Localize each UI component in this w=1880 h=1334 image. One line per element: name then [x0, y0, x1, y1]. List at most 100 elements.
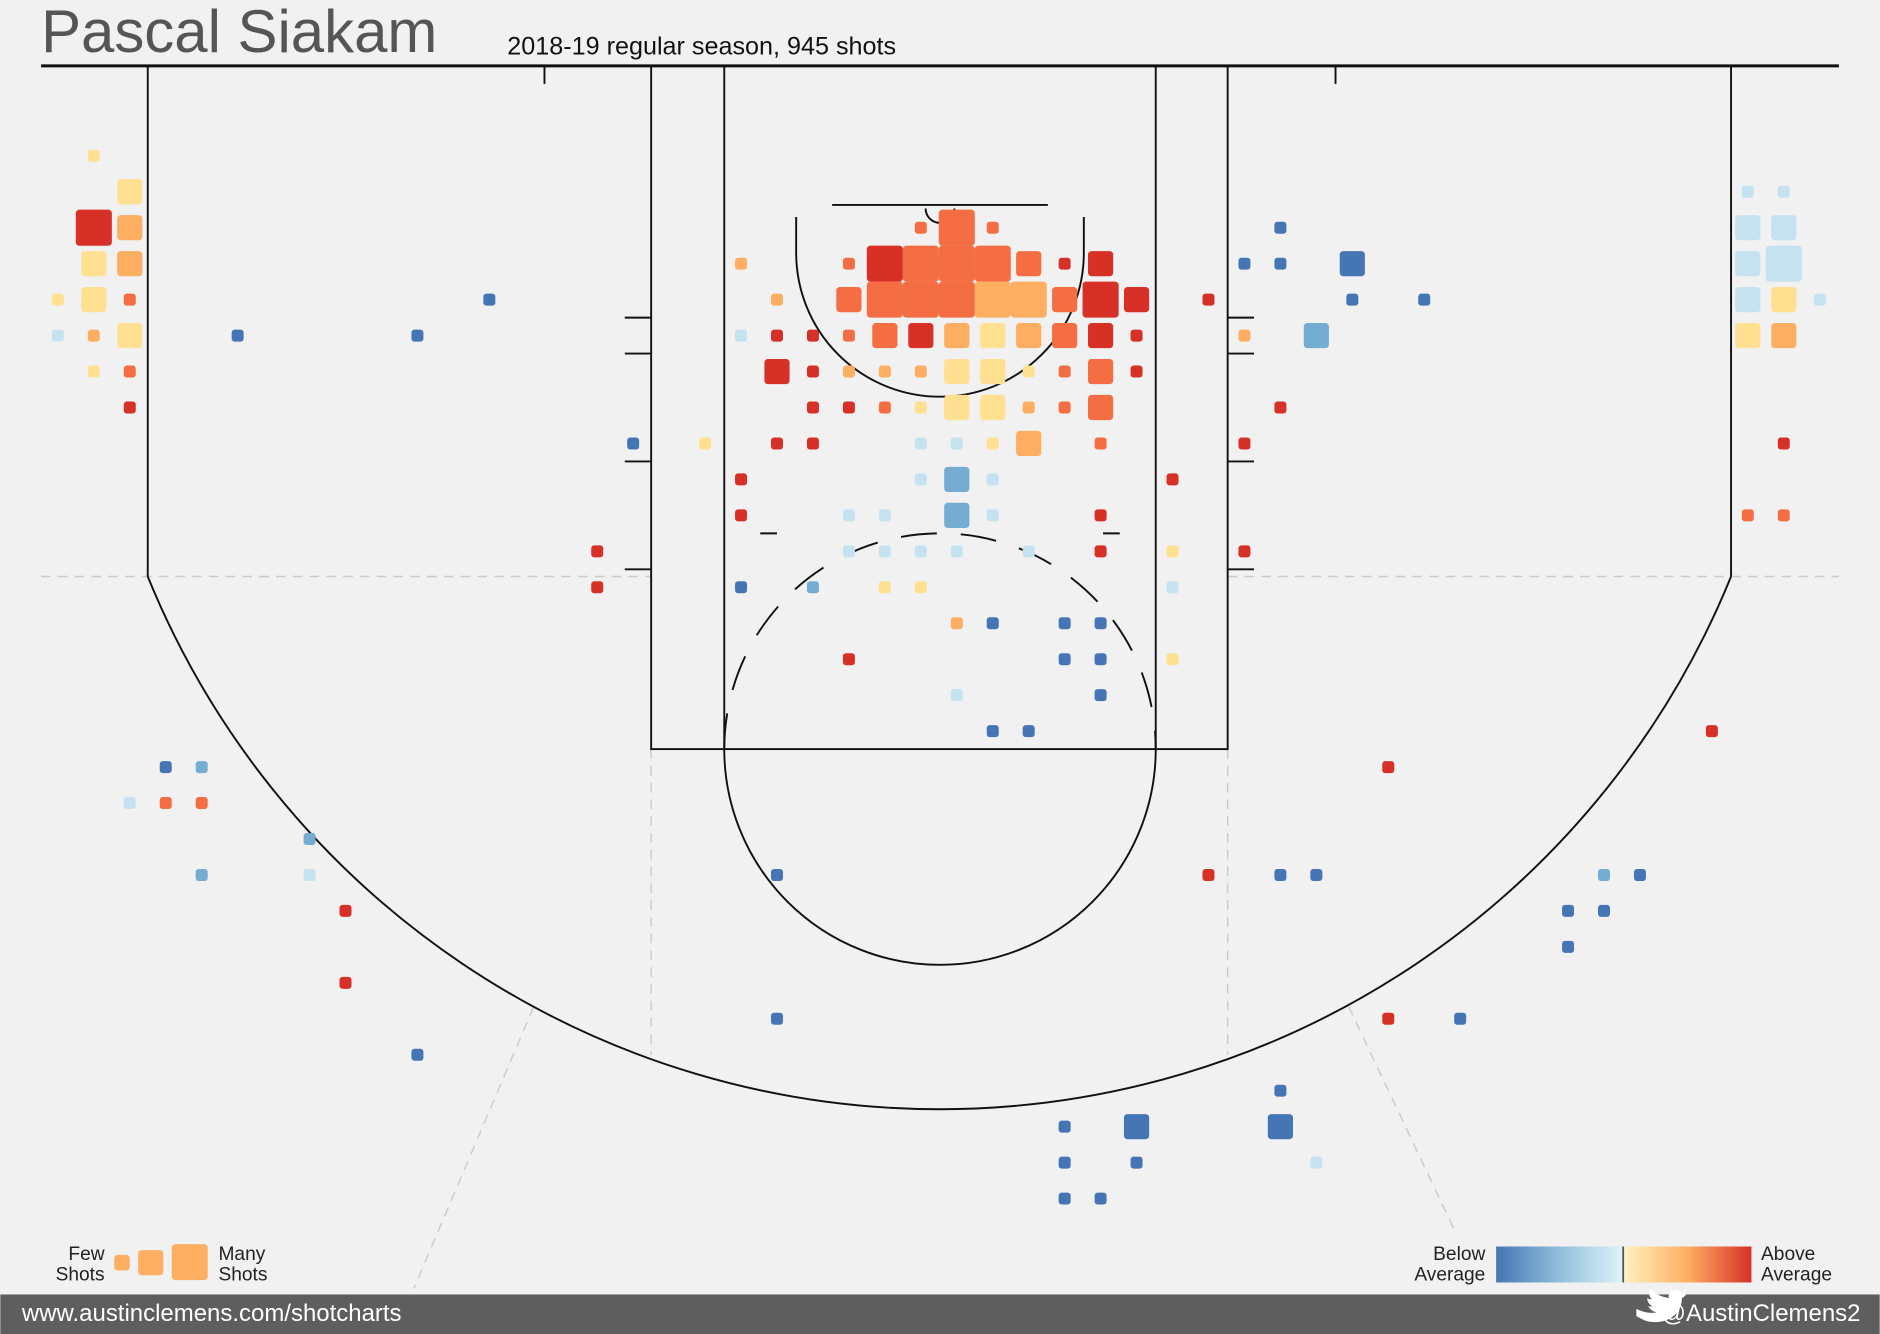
shot-square	[117, 251, 143, 277]
shot-square	[1562, 940, 1575, 953]
shot-square	[1058, 1192, 1071, 1205]
shot-square	[878, 509, 891, 522]
shot-square	[87, 365, 100, 378]
shot-square	[878, 365, 891, 378]
shot-square	[1166, 473, 1179, 486]
shot-square	[938, 209, 975, 246]
shot-square	[1016, 430, 1042, 457]
shot-square	[735, 257, 748, 270]
shot-square	[986, 221, 999, 234]
shot-square	[231, 329, 244, 342]
shot-square	[914, 401, 927, 414]
shot-square	[339, 976, 352, 989]
shot-square	[1094, 1192, 1107, 1205]
shot-square	[1022, 365, 1035, 378]
shot-square	[806, 365, 819, 378]
footer: www.austinclemens.com/shotcharts @Austin…	[0, 1288, 1880, 1334]
shot-square	[1274, 868, 1287, 881]
shot-square	[986, 725, 999, 738]
shot-square	[842, 401, 855, 414]
size-legend: Few Shots Many Shots	[56, 1244, 268, 1285]
footer-bar	[0, 1294, 1880, 1334]
shot-square	[866, 281, 903, 318]
shot-square	[87, 149, 100, 162]
shot-square	[1130, 1156, 1143, 1169]
shot-square	[303, 833, 316, 845]
legend-gradient	[1496, 1246, 1624, 1283]
shot-square	[1771, 323, 1797, 349]
shot-square	[1771, 215, 1797, 241]
legend-label: Above	[1761, 1244, 1815, 1265]
shot-square	[1705, 725, 1718, 738]
shot-square	[1741, 509, 1754, 522]
shot-square	[123, 365, 136, 378]
shot-square	[878, 581, 891, 594]
legend-label: Below	[1433, 1244, 1485, 1265]
shot-square	[1562, 904, 1575, 917]
shot-square	[1777, 437, 1790, 450]
shot-square	[1058, 653, 1071, 666]
shot-square	[123, 797, 136, 810]
shot-square	[986, 617, 999, 630]
shot-square	[1058, 617, 1071, 630]
shot-square	[699, 437, 712, 450]
shot-square	[117, 179, 143, 205]
shot-square	[1382, 761, 1395, 774]
shot-square	[836, 287, 862, 313]
shot-square	[1339, 251, 1365, 277]
shot-square	[1052, 323, 1078, 349]
shot-square	[159, 797, 172, 810]
shot-square	[195, 868, 208, 881]
shot-square	[764, 358, 790, 385]
shot-square	[1418, 293, 1431, 306]
shot-square	[1016, 251, 1042, 277]
shot-square	[842, 329, 855, 342]
shot-square	[627, 437, 640, 450]
shot-square	[950, 545, 963, 558]
shot-square	[1052, 287, 1078, 313]
shot-square	[1094, 689, 1107, 702]
shot-square	[1274, 257, 1287, 270]
shot-square	[1633, 868, 1646, 881]
shot-square	[842, 653, 855, 666]
shot-square	[81, 287, 107, 313]
shot-square	[735, 473, 748, 486]
shot-square	[902, 281, 939, 318]
legend-label: Shots	[56, 1264, 105, 1285]
shot-square	[842, 257, 855, 270]
shot-square	[1058, 401, 1071, 414]
shot-square	[591, 545, 604, 558]
shot-square	[591, 581, 604, 594]
shot-square	[75, 209, 112, 246]
shot-square	[1130, 329, 1143, 342]
shot-square	[980, 394, 1006, 421]
shot-square	[914, 473, 927, 486]
shot-square	[159, 761, 172, 774]
shot-square	[1267, 1114, 1293, 1140]
shot-square	[81, 251, 107, 277]
shot-square	[1735, 215, 1761, 241]
shot-square	[117, 215, 143, 241]
shot-square	[866, 245, 903, 282]
shot-square	[1010, 281, 1047, 318]
shot-square	[842, 545, 855, 558]
shot-square	[1094, 509, 1107, 522]
shot-square	[771, 293, 783, 306]
shot-square	[411, 329, 424, 342]
shot-square	[1274, 1084, 1287, 1097]
shot-square	[1088, 394, 1114, 421]
shot-square	[914, 437, 927, 450]
shot-square	[1238, 329, 1251, 342]
shot-square	[1777, 509, 1790, 522]
shot-square	[974, 245, 1011, 282]
shot-square	[914, 365, 927, 378]
shot-square	[1274, 221, 1287, 234]
shot-square	[411, 1048, 424, 1061]
footer-twitter: @AustinClemens2	[1662, 1300, 1861, 1327]
shot-square	[1094, 653, 1107, 666]
shot-square	[914, 221, 927, 234]
shot-square	[735, 509, 748, 522]
shot-square	[1094, 545, 1107, 558]
